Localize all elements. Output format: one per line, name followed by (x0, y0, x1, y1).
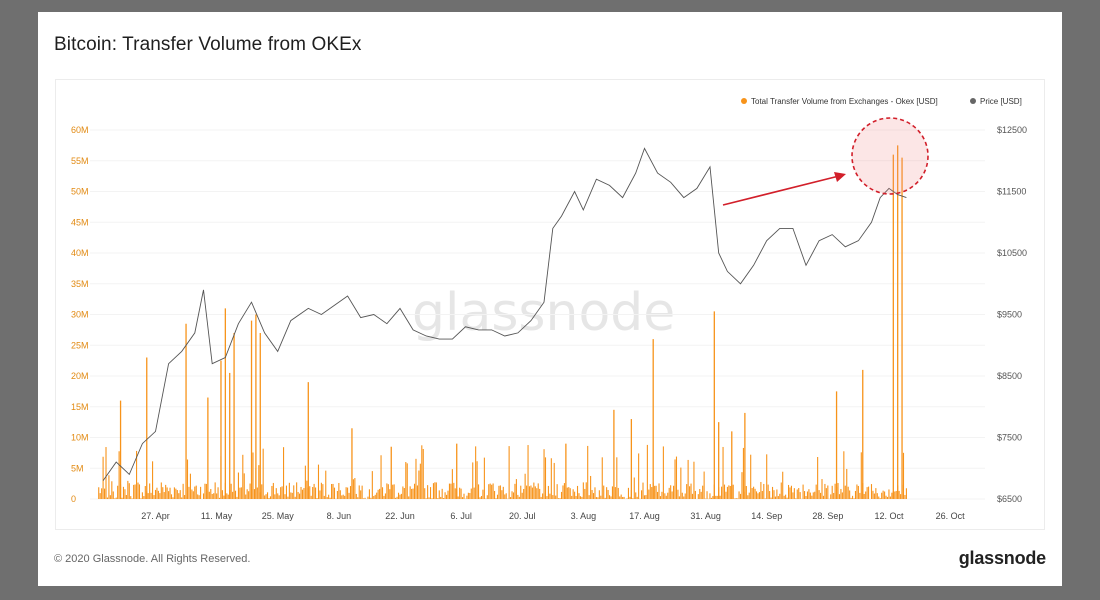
y-left-tick-label: 20M (71, 371, 89, 381)
legend: Total Transfer Volume from Exchanges - O… (741, 97, 1022, 106)
y-left-tick-label: 0 (71, 494, 76, 504)
y-right-tick-label: $11500 (997, 187, 1026, 197)
legend-label-price: Price [USD] (980, 97, 1022, 106)
chart-card: Bitcoin: Transfer Volume from OKEx glass… (38, 12, 1062, 586)
right-axis-ticks: $6500 $7500 $8500 $9500 $10500 $11500 $12500 (997, 125, 1027, 504)
annotation-arrowhead (834, 172, 846, 182)
x-tick-label: 12. Oct (874, 511, 904, 521)
annotation-arrow (722, 174, 844, 206)
footer-copyright: © 2020 Glassnode. All Rights Reserved. (54, 553, 251, 565)
x-tick-label: 6. Jul (450, 511, 472, 521)
y-left-tick-label: 10M (71, 433, 89, 443)
y-left-tick-label: 35M (71, 279, 89, 289)
annotation-circle (851, 117, 929, 195)
x-tick-label: 31. Aug (690, 511, 721, 521)
x-tick-label: 20. Jul (509, 511, 536, 521)
x-tick-label: 14. Sep (751, 511, 782, 521)
y-right-tick-label: $6500 (997, 494, 1022, 504)
y-right-tick-label: $12500 (997, 125, 1027, 135)
x-tick-label: 8. Jun (327, 511, 352, 521)
legend-label-volume: Total Transfer Volume from Exchanges - O… (751, 97, 938, 106)
x-tick-label: 3. Aug (571, 511, 597, 521)
y-left-tick-label: 25M (71, 340, 89, 350)
y-left-tick-label: 5M (71, 463, 84, 473)
y-left-tick-label: 45M (71, 217, 89, 227)
left-axis-ticks: 0 5M 10M 15M 20M 25M 30M 35M 40M 45M 50M 55M 60M (71, 125, 89, 504)
y-left-tick-label: 60M (71, 125, 89, 135)
x-tick-label: 26. Oct (936, 511, 966, 521)
y-left-tick-label: 55M (71, 156, 89, 166)
y-left-tick-label: 30M (71, 310, 89, 320)
legend-swatch-volume (741, 98, 747, 104)
x-tick-label: 17. Aug (629, 511, 660, 521)
watermark: glassnode (412, 283, 675, 343)
x-tick-label: 11. May (201, 511, 233, 521)
plot-frame (55, 79, 1045, 530)
page-title: Bitcoin: Transfer Volume from OKEx (54, 34, 362, 55)
x-tick-label: 22. Jun (385, 511, 415, 521)
price-line (102, 147, 907, 481)
volume-bars (98, 145, 907, 499)
x-tick-label: 27. Apr (141, 511, 170, 521)
legend-swatch-price (970, 98, 976, 104)
y-right-tick-label: $8500 (997, 371, 1022, 381)
y-left-tick-label: 15M (71, 402, 89, 412)
x-tick-label: 28. Sep (812, 511, 843, 521)
glassnode-logo[interactable]: glassnode (958, 548, 1046, 568)
y-right-tick-label: $9500 (997, 310, 1022, 320)
chart-svg: glassnode 0 5M 10M 15M 20M 25M 30M 35M 40M 45M 50M… (71, 97, 1027, 521)
y-left-tick-label: 50M (71, 187, 89, 197)
y-left-tick-label: 40M (71, 248, 89, 258)
x-axis-ticks: 27. Apr 11. May 25. May 8. Jun 22. Jun 6. Jul… (141, 511, 965, 521)
gridlines (90, 129, 985, 500)
y-right-tick-label: $7500 (997, 433, 1022, 443)
x-tick-label: 25. May (262, 511, 295, 521)
y-right-tick-label: $10500 (997, 248, 1027, 258)
